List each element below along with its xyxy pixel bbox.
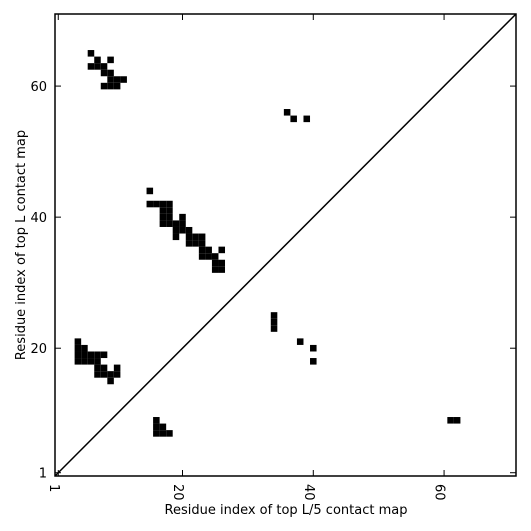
contact-cell xyxy=(100,371,108,378)
contact-cell xyxy=(153,200,160,208)
y-tick-label: 60 xyxy=(30,80,47,95)
contact-cell xyxy=(100,82,108,90)
contact-cell xyxy=(107,82,114,90)
contact-cell xyxy=(146,187,154,195)
contact-cell xyxy=(107,377,114,385)
contact-cell xyxy=(100,69,108,77)
contact-cell xyxy=(283,109,291,116)
contact-cell xyxy=(74,344,82,352)
contact-cell xyxy=(166,200,173,208)
contact-cell xyxy=(198,233,206,241)
contact-cell xyxy=(218,259,226,267)
contact-cell xyxy=(159,430,167,437)
contact-cell xyxy=(74,351,82,359)
contact-cell xyxy=(192,233,199,241)
y-axis-label: Residue index of top L contact map xyxy=(14,130,29,360)
diagonal-line xyxy=(54,13,517,477)
contact-cell xyxy=(310,358,317,365)
contact-cell xyxy=(179,213,186,221)
contact-cell xyxy=(107,76,114,83)
contact-cell xyxy=(87,358,95,365)
contact-cell xyxy=(211,259,219,267)
x-axis-label: Residue index of top L/5 contact map xyxy=(165,503,408,518)
contact-cell xyxy=(153,430,160,437)
contact-cell xyxy=(87,50,95,57)
contact-cell xyxy=(87,63,95,70)
contact-cell xyxy=(159,207,167,214)
contact-cell xyxy=(81,351,88,359)
y-tick-label: 40 xyxy=(30,211,47,226)
x-tick-label: 20 xyxy=(170,484,185,501)
contact-cell xyxy=(153,423,160,431)
contact-cell xyxy=(270,318,278,326)
contact-cell xyxy=(179,220,186,227)
contact-cell xyxy=(100,351,108,359)
contact-cell xyxy=(153,417,160,424)
contact-cell xyxy=(113,371,121,378)
contact-cell xyxy=(81,358,88,365)
contact-cell xyxy=(453,417,461,424)
contact-cell xyxy=(100,364,108,372)
contact-cell xyxy=(159,213,167,221)
contact-cell xyxy=(159,220,167,227)
contact-cell xyxy=(87,351,95,359)
contact-cell xyxy=(74,338,82,345)
x-tick-label: 60 xyxy=(432,484,447,501)
contact-cell xyxy=(94,371,101,378)
contact-cell xyxy=(166,430,173,437)
contact-cell xyxy=(198,253,206,260)
contact-cell xyxy=(113,76,121,83)
contact-cell xyxy=(166,220,173,227)
x-tick-label: 40 xyxy=(301,484,316,501)
contact-cell xyxy=(94,63,101,70)
contact-cell xyxy=(166,213,173,221)
contact-cell xyxy=(120,76,127,83)
contact-cell xyxy=(185,240,193,247)
contact-cell xyxy=(205,253,212,260)
contact-cell xyxy=(94,56,101,64)
y-tick-label: 20 xyxy=(30,342,47,357)
contact-cell xyxy=(218,266,226,273)
contact-cell xyxy=(107,69,114,77)
contact-cell xyxy=(296,338,304,345)
plot-frame xyxy=(54,13,517,477)
contact-cell xyxy=(146,200,154,208)
contact-cell xyxy=(74,358,82,365)
contact-cell xyxy=(94,351,101,359)
contact-cell xyxy=(270,312,278,319)
contact-cell xyxy=(113,82,121,90)
contact-cell xyxy=(205,246,212,254)
contact-cell xyxy=(270,325,278,332)
contact-cell xyxy=(310,344,317,352)
contact-cell xyxy=(211,266,219,273)
contact-cell xyxy=(290,115,297,123)
contact-cell xyxy=(81,344,88,352)
contact-cell xyxy=(94,358,101,365)
contact-cell xyxy=(447,417,454,424)
contact-cell xyxy=(198,240,206,247)
contact-cell xyxy=(303,115,311,123)
contact-cell xyxy=(185,226,193,234)
contact-cell xyxy=(107,371,114,378)
contact-cell xyxy=(166,207,173,214)
contact-cell xyxy=(172,220,180,227)
y-tick-label: 1 xyxy=(39,467,47,482)
contact-cell xyxy=(94,364,101,372)
contact-cell xyxy=(218,246,226,254)
contact-cell xyxy=(198,246,206,254)
contact-cell xyxy=(159,200,167,208)
contact-cell xyxy=(107,56,114,64)
contact-cell xyxy=(172,233,180,241)
contact-cell xyxy=(113,364,121,372)
contact-cell xyxy=(185,233,193,241)
contact-cell xyxy=(192,240,199,247)
x-tick-label: 1 xyxy=(46,484,61,492)
contact-cell xyxy=(179,226,186,234)
contact-cell xyxy=(172,226,180,234)
contact-cell xyxy=(100,63,108,70)
contact-cell xyxy=(159,423,167,431)
contact-cell xyxy=(211,253,219,260)
